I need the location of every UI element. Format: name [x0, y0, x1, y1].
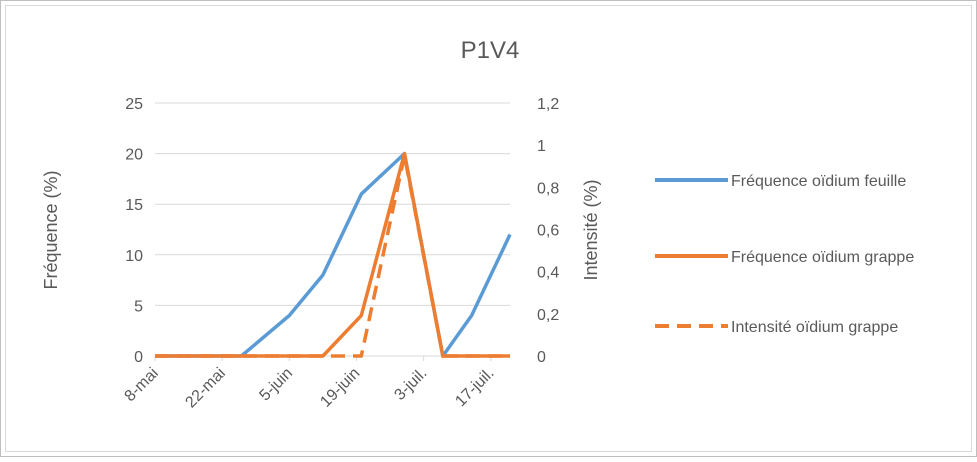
data-line	[155, 151, 512, 358]
y-tick-label: 15	[125, 197, 143, 214]
legend-label: Fréquence oïdium feuille	[731, 173, 906, 190]
data-line	[155, 151, 510, 358]
y2-tick-label: 0,4	[537, 265, 559, 282]
y-tick-label: 20	[125, 147, 143, 164]
y-tick-label: 5	[134, 298, 143, 315]
y-tick-label: 0	[134, 349, 143, 366]
legend-label: Fréquence oïdium grappe	[731, 249, 914, 266]
data-line	[155, 153, 510, 358]
y2-tick-label: 0,6	[537, 223, 559, 240]
y2-tick-label: 0,2	[537, 307, 559, 324]
legend-label: Intensité oïdium grappe	[731, 319, 898, 336]
y2-axis-label: Intensité (%)	[581, 179, 601, 280]
y-axis-label: Fréquence (%)	[41, 170, 61, 289]
y2-tick-label: 1	[537, 138, 546, 155]
y-tick-label: 10	[125, 248, 143, 265]
y2-tick-label: 1,2	[537, 96, 559, 113]
chart-frame	[5, 5, 972, 452]
y-tick-label: 25	[125, 96, 143, 113]
y2-tick-label: 0,8	[537, 180, 559, 197]
chart-title: P1V4	[461, 37, 520, 64]
y2-tick-label: 0	[537, 349, 546, 366]
